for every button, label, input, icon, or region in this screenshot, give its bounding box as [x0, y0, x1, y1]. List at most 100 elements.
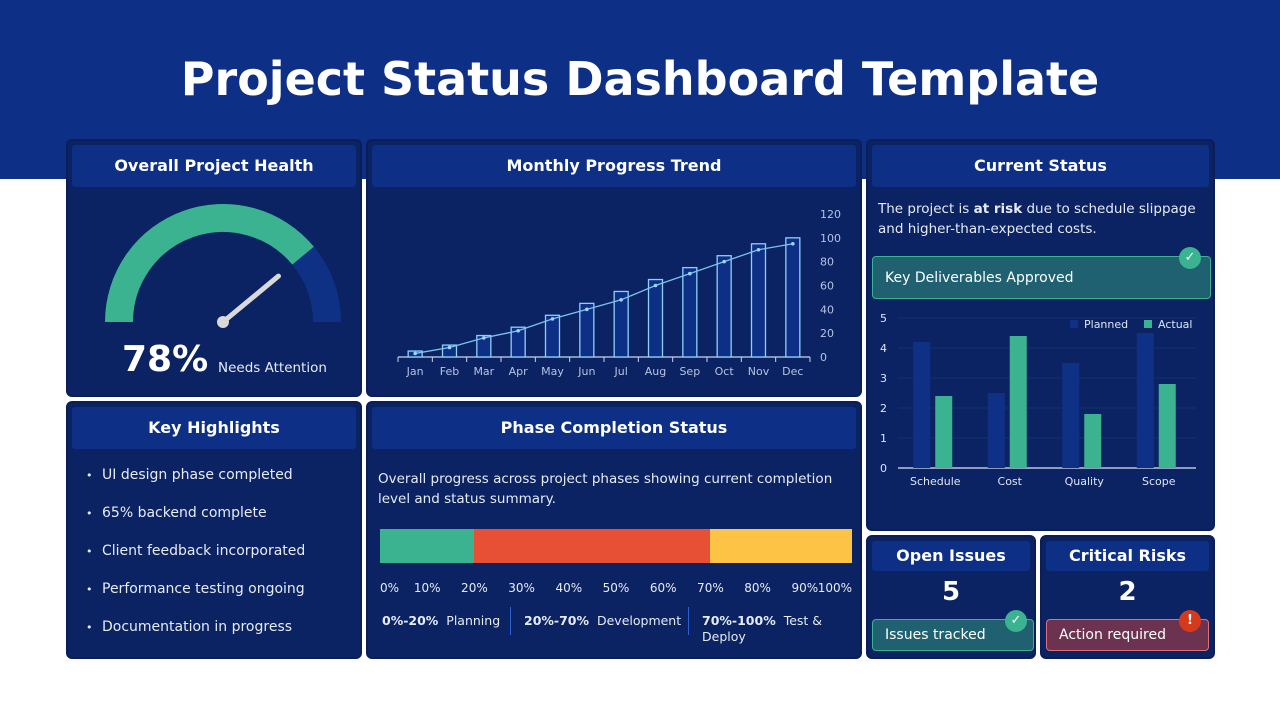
alert-icon: ! — [1179, 610, 1201, 632]
trend-point — [413, 351, 417, 356]
phase-range: 20%-70% — [524, 613, 590, 628]
y-tick-label: 4 — [880, 342, 887, 355]
x-tick-label: Dec — [782, 365, 803, 378]
page-title: Project Status Dashboard Template — [180, 52, 1100, 106]
phase-tick-label: 40% — [555, 581, 583, 595]
bar-Dec — [785, 237, 801, 358]
bar-actual-scope — [1158, 384, 1176, 468]
phase-ticks: 0% 10% 20% 30% 40% 50% 60% 70% 80% 90% 100% — [380, 581, 852, 597]
phase-segment-development — [474, 529, 711, 563]
x-tick-label: Quality — [1065, 475, 1105, 488]
bar-Feb — [441, 344, 458, 358]
x-tick-label: Cost — [998, 475, 1023, 488]
status-risk: at risk — [973, 201, 1023, 217]
phase-panel: Phase Completion Status Overall progress… — [366, 401, 862, 659]
y-tick-label: 100 — [820, 232, 841, 245]
x-tick-label: Schedule — [910, 475, 961, 488]
check-icon: ✓ — [1179, 247, 1201, 269]
y-tick-label: 5 — [880, 312, 887, 325]
issues-title: Open Issues — [872, 541, 1030, 571]
trend-point — [756, 247, 761, 252]
bullet-icon: • — [86, 621, 93, 634]
x-tick-label: Jan — [406, 365, 424, 378]
legend-divider — [510, 607, 511, 635]
bar-Mar — [476, 334, 492, 358]
gauge-fill — [105, 204, 314, 323]
y-tick-label: 0 — [880, 462, 887, 475]
bar-Aug — [647, 278, 664, 358]
status-text: The project is at risk due to schedule s… — [878, 199, 1208, 239]
risks-panel: Critical Risks 2 Action required ! — [1040, 535, 1215, 659]
risks-count: 2 — [1118, 577, 1137, 607]
phase-legend: 0%-20% Planning 20%-70% Development 70%-10… — [368, 607, 860, 645]
phase-tick-label: 10% — [413, 581, 441, 595]
bar-actual-schedule — [935, 396, 953, 468]
trend-point — [688, 271, 692, 276]
x-tick-label: Nov — [748, 365, 770, 378]
bar-Nov — [750, 243, 767, 358]
phase-bar — [380, 529, 852, 563]
trend-point — [722, 259, 726, 264]
x-tick-label: Apr — [509, 365, 529, 378]
y-tick-label: 80 — [820, 256, 834, 269]
legend-divider — [688, 607, 689, 635]
bar-planned-quality — [1062, 363, 1080, 468]
phase-tick-label: 30% — [508, 581, 535, 595]
phase-range: 0%-20% — [382, 613, 439, 628]
x-tick-label: Scope — [1142, 475, 1176, 488]
health-title: Overall Project Health — [72, 145, 356, 187]
bar-Sep — [682, 266, 698, 358]
bar-Apr — [510, 326, 526, 358]
trend-point — [619, 298, 623, 302]
health-value: 78% — [122, 339, 209, 380]
health-gauge — [105, 204, 341, 328]
highlights-list: • UI design phase completed • 65% backend c… — [86, 467, 305, 657]
gauge-needle — [220, 273, 281, 325]
deliverables-label: Key Deliverables Approved — [885, 269, 1074, 286]
trend-title: Monthly Progress Trend — [372, 145, 856, 187]
bar-May — [544, 314, 561, 358]
planned-actual-chart: 0 1 2 3 4 5 Schedule Cost Quality Scope Planned Act… — [880, 312, 1196, 488]
highlight-text: Client feedback incorporated — [102, 543, 306, 559]
legend-label: Planned — [1084, 318, 1128, 331]
x-tick-label: Sep — [679, 365, 700, 378]
legend-swatch-actual — [1144, 320, 1152, 328]
phase-segment-planning — [380, 529, 475, 563]
x-tick-label: Mar — [473, 365, 494, 378]
phase-description: Overall progress across project phases s… — [378, 471, 833, 507]
x-tick-label: May — [541, 365, 564, 378]
y-tick-label: 2 — [880, 402, 887, 415]
deliverables-tag: Key Deliverables Approved — [872, 256, 1211, 299]
highlight-text: 65% backend complete — [102, 505, 267, 521]
status-text-post: due to schedule slippage and higher-than… — [878, 201, 1196, 237]
status-title: Current Status — [872, 145, 1209, 187]
trend-chart: 0 20 40 60 80 100 120 Jan Feb Mar Apr May Jun Jul Aug S… — [397, 208, 841, 378]
x-tick-label: Jul — [614, 365, 628, 378]
phase-legend-item: 70%-100% Test & Deploy — [702, 613, 860, 645]
issues-tag: Issues tracked — [872, 619, 1034, 651]
bar-actual-quality — [1084, 414, 1102, 468]
phase-range: 70%-100% — [702, 613, 776, 628]
highlights-title: Key Highlights — [72, 407, 356, 449]
highlight-item: • Performance testing ongoing — [86, 581, 305, 619]
highlight-text: Documentation in progress — [102, 619, 293, 635]
trend-panel: Monthly Progress Trend 0 20 40 60 80 100 120 Ja… — [366, 139, 862, 397]
y-tick-label: 1 — [880, 432, 887, 445]
health-status: Needs Attention — [218, 360, 327, 376]
highlight-text: UI design phase completed — [102, 467, 293, 483]
highlight-item: • Client feedback incorporated — [86, 543, 305, 581]
y-tick-label: 0 — [820, 351, 827, 364]
bar-planned-scope — [1136, 333, 1154, 468]
x-tick-label: Oct — [715, 365, 735, 378]
phase-segment-test-deploy — [710, 529, 852, 563]
trend-point — [791, 241, 795, 246]
bullet-icon: • — [86, 583, 93, 596]
phase-tick-label: 50% — [602, 581, 630, 595]
status-panel: Current Status The project is at risk du… — [866, 139, 1215, 531]
highlight-item: • Documentation in progress — [86, 619, 305, 657]
phase-tick-label: 70% — [697, 581, 724, 595]
bar-Jun — [579, 302, 595, 358]
phase-title: Phase Completion Status — [372, 407, 856, 449]
phase-tick-label: 90% — [791, 581, 819, 595]
issues-panel: Open Issues 5 Issues tracked ✓ — [866, 535, 1036, 659]
